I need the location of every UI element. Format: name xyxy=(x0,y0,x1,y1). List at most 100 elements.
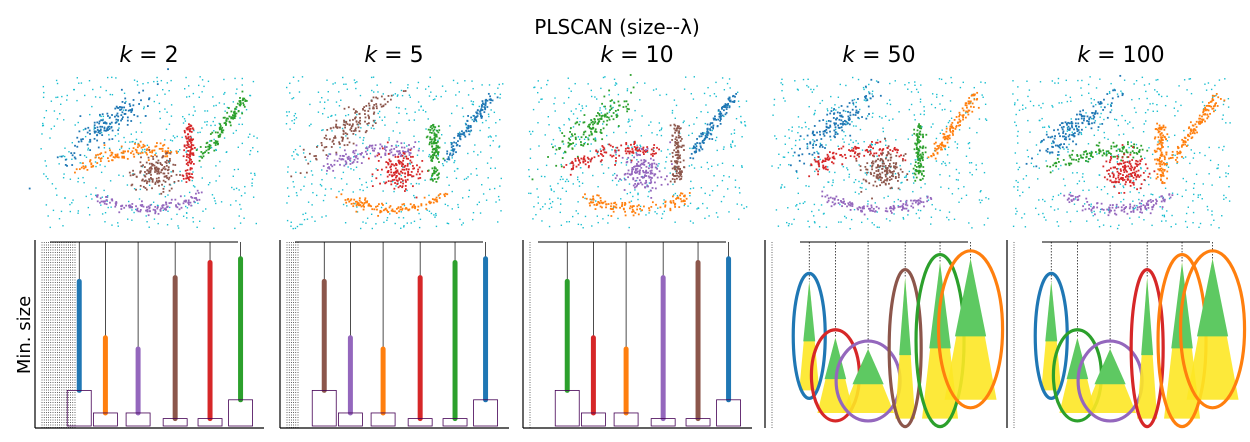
cluster-point xyxy=(455,144,458,147)
cluster-point xyxy=(161,156,164,159)
noise-point xyxy=(658,122,661,124)
cluster-point xyxy=(679,154,681,157)
cluster-point xyxy=(648,176,651,179)
noise-point xyxy=(234,77,236,80)
noise-point xyxy=(786,221,788,224)
cluster-point xyxy=(604,113,607,116)
cluster-point xyxy=(583,131,585,134)
noise-point xyxy=(623,177,626,180)
noise-point xyxy=(71,141,73,144)
cluster-point xyxy=(626,150,629,153)
cluster-point xyxy=(808,152,811,155)
noise-point xyxy=(808,105,810,108)
noise-point xyxy=(923,110,925,112)
cluster-point xyxy=(381,147,384,150)
noise-point xyxy=(410,183,412,185)
noise-point xyxy=(600,87,602,90)
cluster-point xyxy=(111,114,113,116)
cluster-point xyxy=(174,164,177,166)
cluster-point xyxy=(843,200,845,203)
cluster-point xyxy=(832,162,835,165)
cluster-point xyxy=(633,186,636,189)
cluster-point xyxy=(105,122,108,125)
cluster-point xyxy=(433,154,435,157)
noise-point xyxy=(842,138,844,140)
cluster-point xyxy=(673,123,676,126)
cluster-point xyxy=(137,143,140,146)
noise-point xyxy=(784,135,786,137)
noise-point xyxy=(930,216,933,218)
noise-point xyxy=(793,218,795,221)
noise-point xyxy=(984,82,986,84)
cluster-point xyxy=(677,196,679,199)
noise-point xyxy=(56,118,59,120)
noise-point xyxy=(395,106,398,109)
cluster-point xyxy=(951,132,954,135)
cluster-point xyxy=(66,164,68,167)
noise-point xyxy=(791,147,793,150)
noise-point xyxy=(148,226,150,228)
noise-point xyxy=(689,220,692,222)
noise-point xyxy=(706,161,709,164)
noise-point xyxy=(465,126,468,129)
cluster-point xyxy=(404,185,407,187)
noise-point xyxy=(286,219,289,222)
cluster-point xyxy=(725,111,728,114)
cluster-point xyxy=(889,159,892,162)
noise-point xyxy=(723,89,726,91)
sub-tree xyxy=(197,418,223,427)
cluster-point xyxy=(155,180,158,182)
cluster-point xyxy=(583,155,586,158)
noise-point xyxy=(773,104,775,106)
cluster-point xyxy=(433,172,436,175)
cluster-point xyxy=(404,175,407,178)
cluster-point xyxy=(889,165,892,168)
noise-point xyxy=(780,82,782,84)
cluster-point xyxy=(133,173,136,176)
cluster-point xyxy=(604,115,606,118)
noise-point xyxy=(645,214,647,216)
cluster-point xyxy=(120,88,123,91)
cluster-point xyxy=(812,130,815,133)
cluster-point xyxy=(237,109,240,112)
cluster-point xyxy=(655,163,658,166)
cluster-point xyxy=(185,163,188,165)
cluster-point xyxy=(888,163,891,165)
noise-point xyxy=(441,85,444,87)
cluster-point xyxy=(839,112,841,114)
cluster-point xyxy=(165,152,167,155)
cluster-point xyxy=(161,205,164,207)
noise-point xyxy=(201,79,204,81)
noise-point xyxy=(871,222,873,224)
cluster-point xyxy=(884,137,886,140)
noise-point xyxy=(641,115,643,117)
noise-point xyxy=(133,79,136,81)
noise-point xyxy=(319,183,322,186)
cluster-point xyxy=(436,177,439,180)
cluster-point xyxy=(217,142,219,145)
noise-point xyxy=(394,222,396,225)
cluster-point xyxy=(849,155,852,157)
cluster-point xyxy=(547,156,549,158)
noise-point xyxy=(294,227,297,230)
cluster-point xyxy=(612,112,615,114)
cluster-point xyxy=(682,199,685,202)
icicle-upper xyxy=(852,349,884,385)
noise-point xyxy=(917,209,920,211)
cluster-point xyxy=(678,145,681,148)
cluster-point xyxy=(846,105,849,108)
noise-point xyxy=(168,206,171,209)
cluster-point xyxy=(580,136,583,139)
cluster-point xyxy=(673,127,676,130)
cluster-point xyxy=(379,182,381,185)
noise-point xyxy=(979,201,982,204)
noise-point xyxy=(644,82,646,84)
noise-point xyxy=(889,103,892,106)
noise-point xyxy=(837,221,840,223)
noise-point xyxy=(851,147,853,149)
cluster-point xyxy=(922,175,925,177)
cluster-point xyxy=(844,153,846,156)
cluster-point xyxy=(676,174,679,177)
cluster-point xyxy=(709,132,712,135)
cluster-point xyxy=(147,156,150,159)
